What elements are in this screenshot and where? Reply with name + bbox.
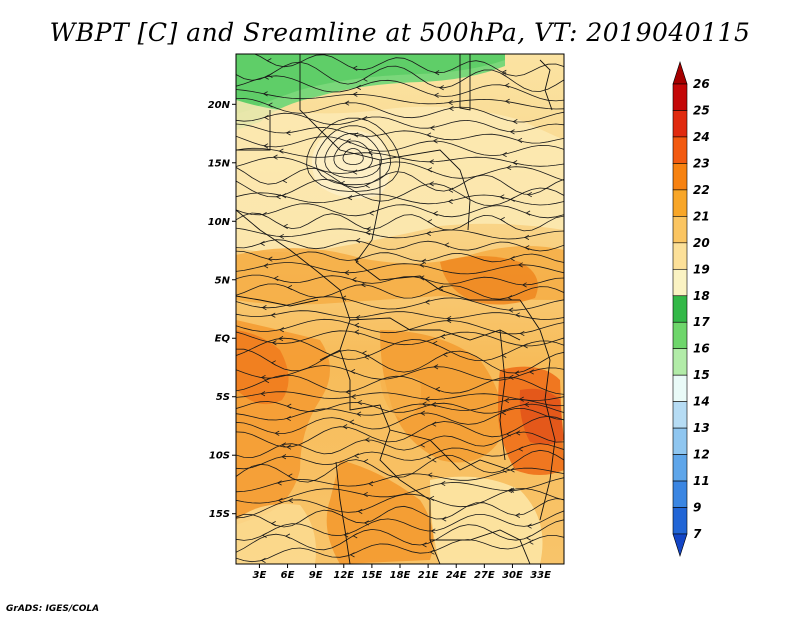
colorbar-label: 11 bbox=[693, 474, 710, 488]
colorbar-label: 18 bbox=[693, 289, 710, 303]
colorbar-swatch bbox=[672, 268, 688, 297]
colorbar-label: 23 bbox=[693, 156, 710, 170]
colorbar: 26 25 24 23 22 21 20 19 18 17 16 15 14 13 12 11 9 7 bbox=[672, 61, 710, 557]
lon-label: 9E bbox=[309, 570, 323, 581]
colorbar-label: 13 bbox=[693, 421, 710, 435]
colorbar-label: 26 bbox=[693, 77, 710, 91]
lat-label: 20N bbox=[208, 100, 231, 111]
colorbar-label: 14 bbox=[693, 395, 710, 409]
colorbar-swatch bbox=[672, 136, 688, 164]
colorbar-bottom-arrow bbox=[672, 533, 688, 557]
streamlines bbox=[236, 54, 564, 563]
colorbar-label: 12 bbox=[693, 448, 710, 462]
colorbar-swatch bbox=[672, 348, 688, 376]
colorbar-swatch bbox=[672, 454, 688, 482]
lon-label: 15E bbox=[362, 570, 383, 581]
colorbar-label: 24 bbox=[693, 130, 710, 144]
lon-label: 33E bbox=[530, 570, 551, 581]
colorbar-swatch bbox=[672, 401, 688, 429]
lon-label: 30E bbox=[502, 570, 523, 581]
lat-label: EQ bbox=[215, 334, 231, 345]
colorbar-swatch bbox=[672, 163, 688, 191]
lon-label: 21E bbox=[418, 570, 439, 581]
colorbar-label: 16 bbox=[693, 342, 710, 356]
colorbar-label: 17 bbox=[693, 315, 710, 329]
map-panel bbox=[236, 54, 564, 564]
colorbar-swatch bbox=[672, 189, 688, 217]
colorbar-swatch bbox=[672, 83, 688, 111]
longitude-axis: 3E 6E 9E 12E 15E 18E 21E 24E 27E 30E 33E bbox=[253, 564, 551, 581]
colorbar-swatch bbox=[672, 216, 688, 244]
colorbar-swatch bbox=[672, 480, 688, 508]
grads-credit: GrADS: IGES/COLA bbox=[6, 604, 100, 614]
colorbar-label: 9 bbox=[693, 501, 701, 515]
lon-label: 3E bbox=[253, 570, 267, 581]
chart-title: WBPT [C] and Sreamline at 500hPa, VT: 20… bbox=[49, 18, 751, 47]
shading-layer bbox=[236, 54, 564, 564]
colorbar-label: 20 bbox=[693, 236, 710, 250]
colorbar-swatch bbox=[672, 110, 688, 138]
lat-label: 10S bbox=[209, 451, 230, 462]
colorbar-swatch bbox=[672, 242, 688, 270]
colorbar-swatch bbox=[672, 374, 688, 402]
colorbar-label: 7 bbox=[693, 527, 702, 541]
lat-label: 5N bbox=[215, 275, 231, 286]
lon-label: 18E bbox=[390, 570, 411, 581]
lat-label: 10N bbox=[208, 217, 231, 228]
colorbar-swatch bbox=[672, 321, 688, 350]
colorbar-label: 22 bbox=[693, 183, 710, 197]
lat-label: 15S bbox=[209, 509, 230, 520]
colorbar-label: 25 bbox=[693, 103, 710, 117]
colorbar-label: 21 bbox=[693, 209, 710, 223]
lat-label: 5S bbox=[216, 392, 230, 403]
lon-label: 12E bbox=[333, 570, 354, 581]
colorbar-swatch bbox=[672, 507, 688, 535]
colorbar-label: 19 bbox=[693, 262, 710, 276]
lon-label: 24E bbox=[446, 570, 467, 581]
lon-label: 27E bbox=[474, 570, 495, 581]
lon-label: 6E bbox=[281, 570, 295, 581]
latitude-axis: 20N 15N 10N 5N EQ 5S 10S 15S bbox=[208, 100, 236, 520]
colorbar-top-arrow bbox=[672, 61, 688, 85]
colorbar-swatch bbox=[672, 295, 688, 323]
lat-label: 15N bbox=[208, 158, 231, 169]
colorbar-swatch bbox=[672, 427, 688, 455]
colorbar-label: 15 bbox=[693, 368, 710, 382]
